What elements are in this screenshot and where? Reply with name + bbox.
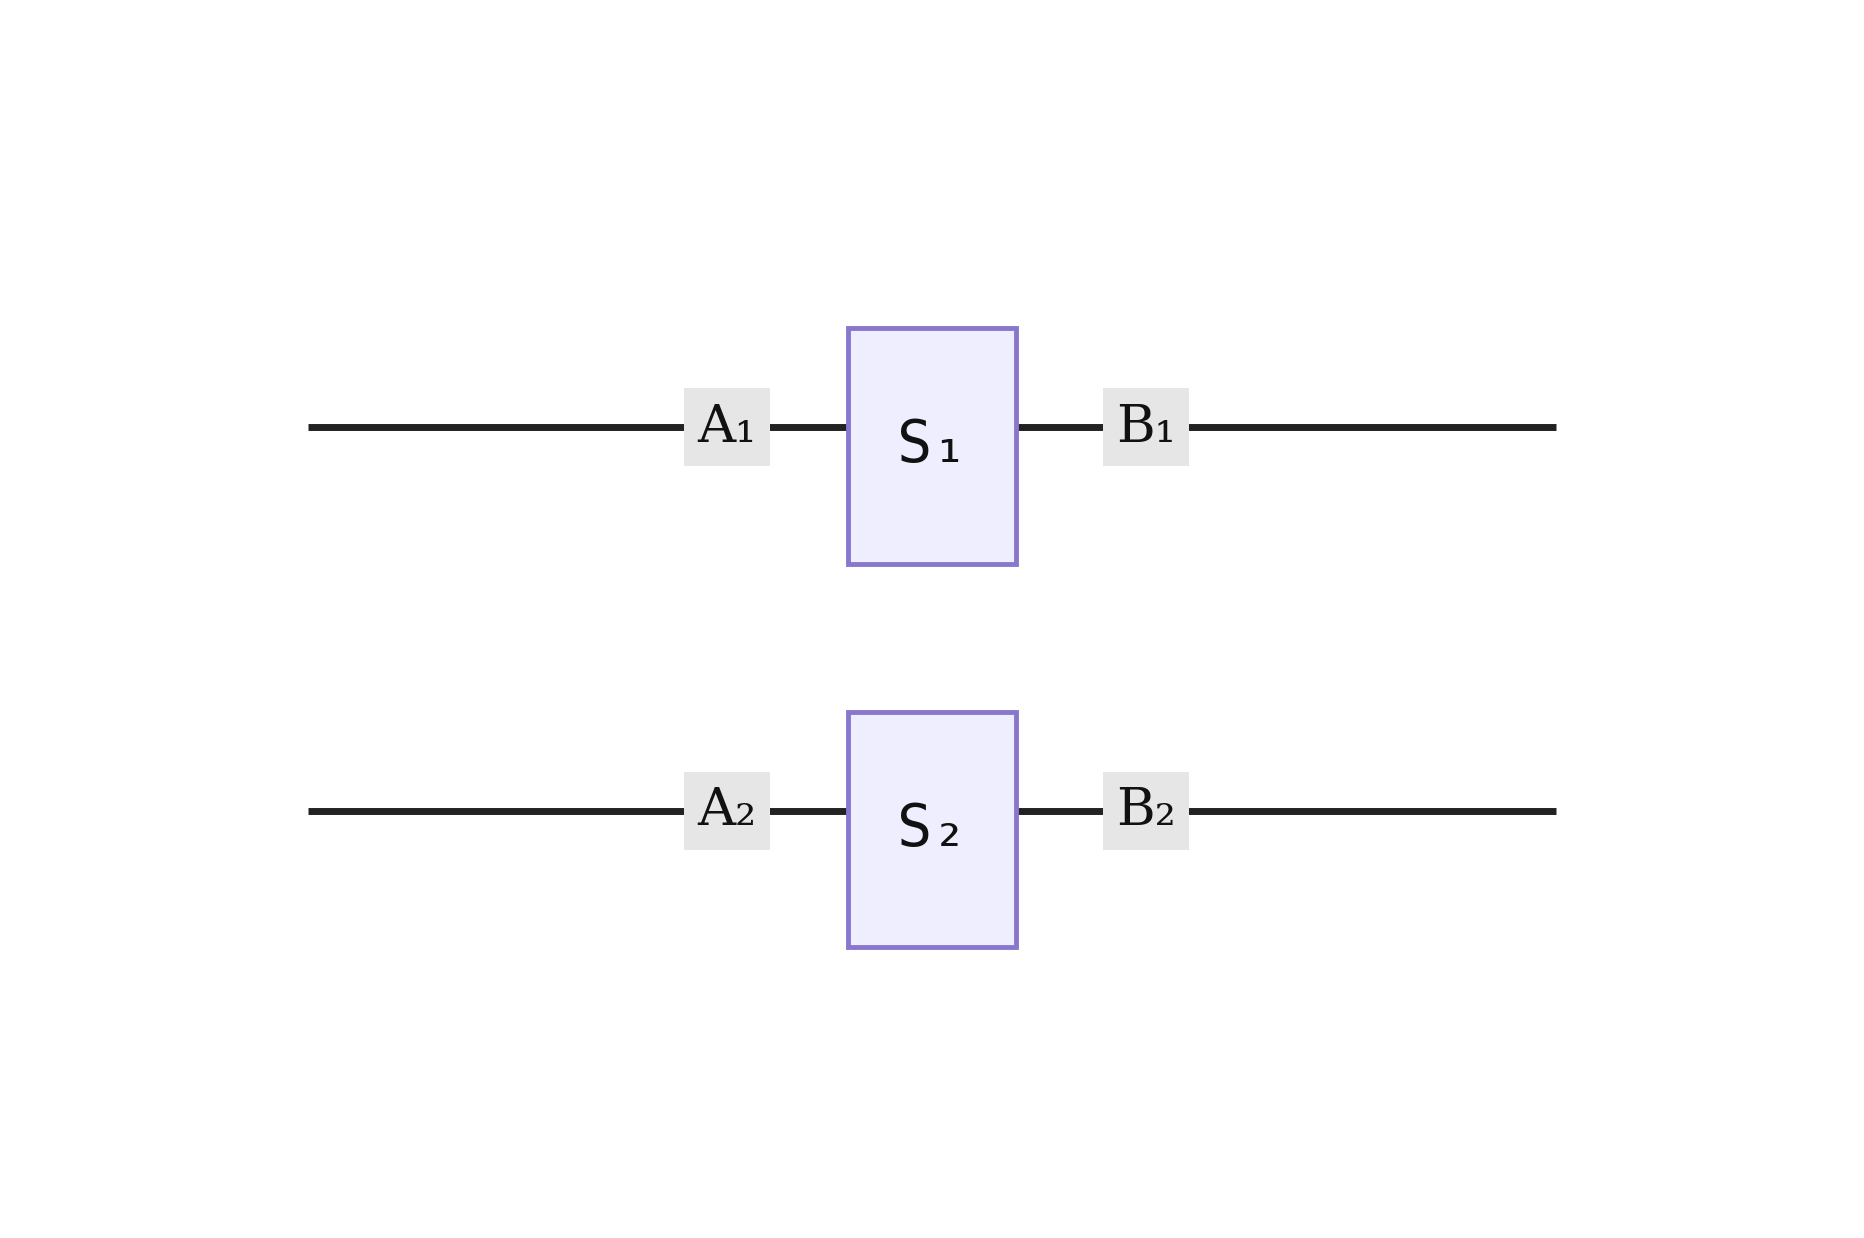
Text: S₁: S₁ xyxy=(897,417,967,474)
Text: S₂: S₂ xyxy=(897,801,967,858)
FancyBboxPatch shape xyxy=(848,328,1016,563)
Text: B₁: B₁ xyxy=(1117,401,1176,453)
FancyBboxPatch shape xyxy=(848,712,1016,947)
Text: B₂: B₂ xyxy=(1117,785,1176,837)
Text: A₂: A₂ xyxy=(697,785,757,837)
Text: A₁: A₁ xyxy=(697,401,757,453)
